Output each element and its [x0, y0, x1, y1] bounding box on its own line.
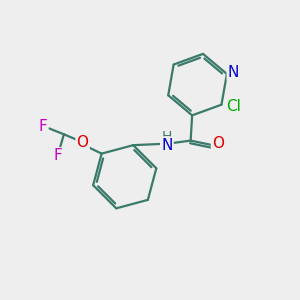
Text: F: F — [39, 119, 47, 134]
Text: O: O — [212, 136, 224, 151]
Text: Cl: Cl — [226, 99, 242, 114]
Text: H: H — [162, 130, 172, 144]
Text: O: O — [76, 135, 88, 150]
Text: F: F — [54, 148, 62, 163]
Text: N: N — [161, 138, 172, 153]
Text: N: N — [228, 65, 239, 80]
